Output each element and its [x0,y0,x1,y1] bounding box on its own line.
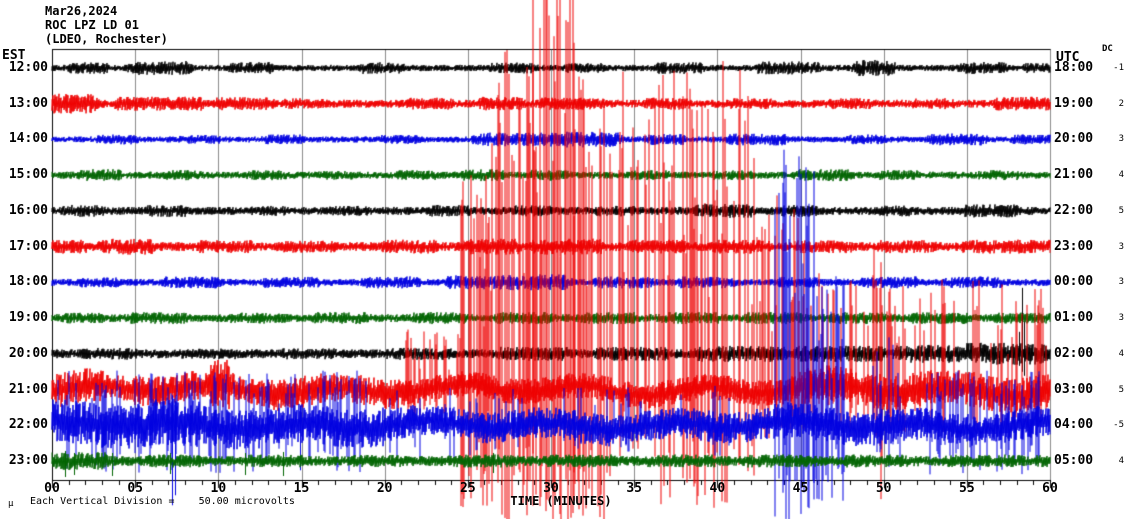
helicorder-canvas [0,0,1130,519]
helicorder-screen: Mar26,2024 ROC LPZ LD 01 (LDEO, Rocheste… [0,0,1130,519]
